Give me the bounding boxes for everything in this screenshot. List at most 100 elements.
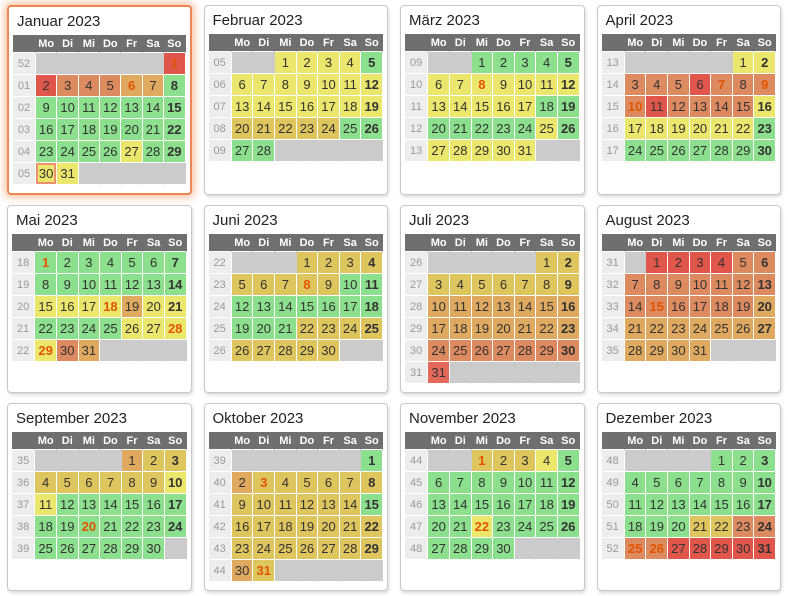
day-cell[interactable]: 2 (493, 450, 515, 472)
day-cell[interactable]: 15 (361, 494, 383, 516)
day-cell[interactable]: 15 (164, 97, 186, 119)
day-cell[interactable]: 19 (557, 494, 580, 516)
day-cell[interactable]: 19 (231, 318, 254, 340)
day-cell[interactable]: 22 (646, 318, 669, 340)
day-cell[interactable]: 24 (624, 140, 647, 162)
day-cell[interactable]: 23 (493, 118, 515, 140)
day-cell[interactable]: 25 (339, 118, 362, 140)
day-cell[interactable]: 22 (732, 118, 755, 140)
day-cell[interactable]: 20 (428, 118, 450, 140)
day-cell[interactable]: 29 (732, 140, 755, 162)
day-cell[interactable]: 26 (361, 118, 383, 140)
day-cell[interactable]: 18 (449, 318, 472, 340)
day-cell[interactable]: 29 (646, 340, 669, 362)
day-cell[interactable]: 29 (471, 538, 494, 560)
day-cell[interactable]: 9 (231, 494, 254, 516)
day-cell[interactable]: 20 (754, 296, 776, 318)
day-cell[interactable]: 9 (493, 472, 515, 494)
day-cell[interactable]: 24 (514, 118, 537, 140)
day-cell[interactable]: 16 (493, 494, 515, 516)
day-cell[interactable]: 5 (557, 52, 580, 74)
day-cell[interactable]: 7 (339, 472, 362, 494)
day-cell[interactable]: 19 (296, 516, 319, 538)
day-cell[interactable]: 15 (536, 296, 558, 318)
day-cell[interactable]: 6 (253, 274, 276, 296)
day-cell[interactable]: 29 (361, 538, 383, 560)
day-cell[interactable]: 16 (318, 296, 340, 318)
day-cell[interactable]: 15 (296, 296, 319, 318)
day-cell[interactable]: 15 (471, 96, 494, 118)
day-cell[interactable]: 31 (689, 340, 712, 362)
day-cell[interactable]: 2 (35, 75, 58, 97)
day-cell[interactable]: 20 (231, 118, 254, 140)
day-cell[interactable]: 16 (143, 494, 165, 516)
day-cell[interactable]: 5 (557, 450, 580, 472)
day-cell[interactable]: 30 (732, 538, 755, 560)
day-cell[interactable]: 2 (296, 52, 319, 74)
day-cell[interactable]: 15 (732, 96, 755, 118)
day-cell[interactable]: 11 (449, 296, 472, 318)
day-cell[interactable]: 29 (296, 340, 319, 362)
day-cell[interactable]: 16 (35, 119, 58, 141)
holiday-day-cell[interactable]: 1 (164, 53, 186, 75)
day-cell[interactable]: 25 (536, 118, 558, 140)
day-cell[interactable]: 17 (754, 494, 776, 516)
day-cell[interactable]: 23 (231, 538, 254, 560)
day-cell[interactable]: 24 (57, 141, 79, 163)
day-cell[interactable]: 16 (732, 494, 755, 516)
day-cell[interactable]: 2 (557, 252, 580, 274)
day-cell[interactable]: 23 (754, 118, 776, 140)
holiday-day-cell[interactable]: 7 (711, 74, 733, 96)
day-cell[interactable]: 26 (732, 318, 755, 340)
day-cell[interactable]: 26 (231, 340, 254, 362)
day-cell[interactable]: 15 (275, 96, 297, 118)
day-cell[interactable]: 2 (668, 252, 690, 274)
day-cell[interactable]: 4 (449, 274, 472, 296)
day-cell[interactable]: 10 (318, 74, 340, 96)
day-cell[interactable]: 3 (164, 450, 187, 472)
day-cell[interactable]: 24 (339, 318, 362, 340)
day-cell[interactable]: 15 (35, 296, 57, 318)
day-cell[interactable]: 14 (253, 96, 276, 118)
day-cell[interactable]: 21 (275, 318, 297, 340)
day-cell[interactable]: 8 (35, 274, 57, 296)
day-cell[interactable]: 9 (557, 274, 580, 296)
day-cell[interactable]: 18 (78, 119, 101, 141)
day-cell[interactable]: 12 (732, 274, 755, 296)
day-cell[interactable]: 4 (35, 472, 57, 494)
day-cell[interactable]: 10 (754, 472, 776, 494)
holiday-day-cell[interactable]: 3 (253, 472, 276, 494)
day-cell[interactable]: 23 (668, 318, 690, 340)
day-cell[interactable]: 18 (646, 118, 669, 140)
day-cell[interactable]: 19 (668, 118, 690, 140)
day-cell[interactable]: 1 (361, 450, 383, 472)
day-cell[interactable]: 3 (514, 450, 537, 472)
day-cell[interactable]: 13 (78, 494, 101, 516)
day-cell[interactable]: 1 (536, 252, 558, 274)
day-cell[interactable]: 11 (711, 274, 733, 296)
day-cell[interactable]: 27 (253, 340, 276, 362)
day-cell[interactable]: 23 (143, 516, 165, 538)
day-cell[interactable]: 2 (143, 450, 165, 472)
day-cell[interactable]: 1 (646, 252, 669, 274)
day-cell[interactable]: 4 (711, 252, 733, 274)
day-cell[interactable]: 21 (689, 516, 712, 538)
day-cell[interactable]: 21 (100, 516, 122, 538)
day-cell[interactable]: 30 (493, 538, 515, 560)
day-cell[interactable]: 4 (536, 52, 558, 74)
day-cell[interactable]: 30 (668, 340, 690, 362)
day-cell[interactable]: 23 (557, 318, 580, 340)
day-cell[interactable]: 23 (732, 516, 755, 538)
day-cell[interactable]: 7 (689, 472, 712, 494)
day-cell[interactable]: 12 (646, 494, 669, 516)
day-cell[interactable]: 27 (231, 140, 254, 162)
day-cell[interactable]: 14 (624, 296, 647, 318)
day-cell[interactable]: 27 (428, 140, 450, 162)
day-cell[interactable]: 6 (428, 74, 450, 96)
day-cell[interactable]: 5 (668, 74, 690, 96)
day-cell[interactable]: 3 (57, 75, 79, 97)
holiday-day-cell[interactable]: 29 (35, 340, 57, 362)
day-cell[interactable]: 9 (493, 74, 515, 96)
day-cell[interactable]: 13 (253, 296, 276, 318)
day-cell[interactable]: 18 (536, 494, 558, 516)
